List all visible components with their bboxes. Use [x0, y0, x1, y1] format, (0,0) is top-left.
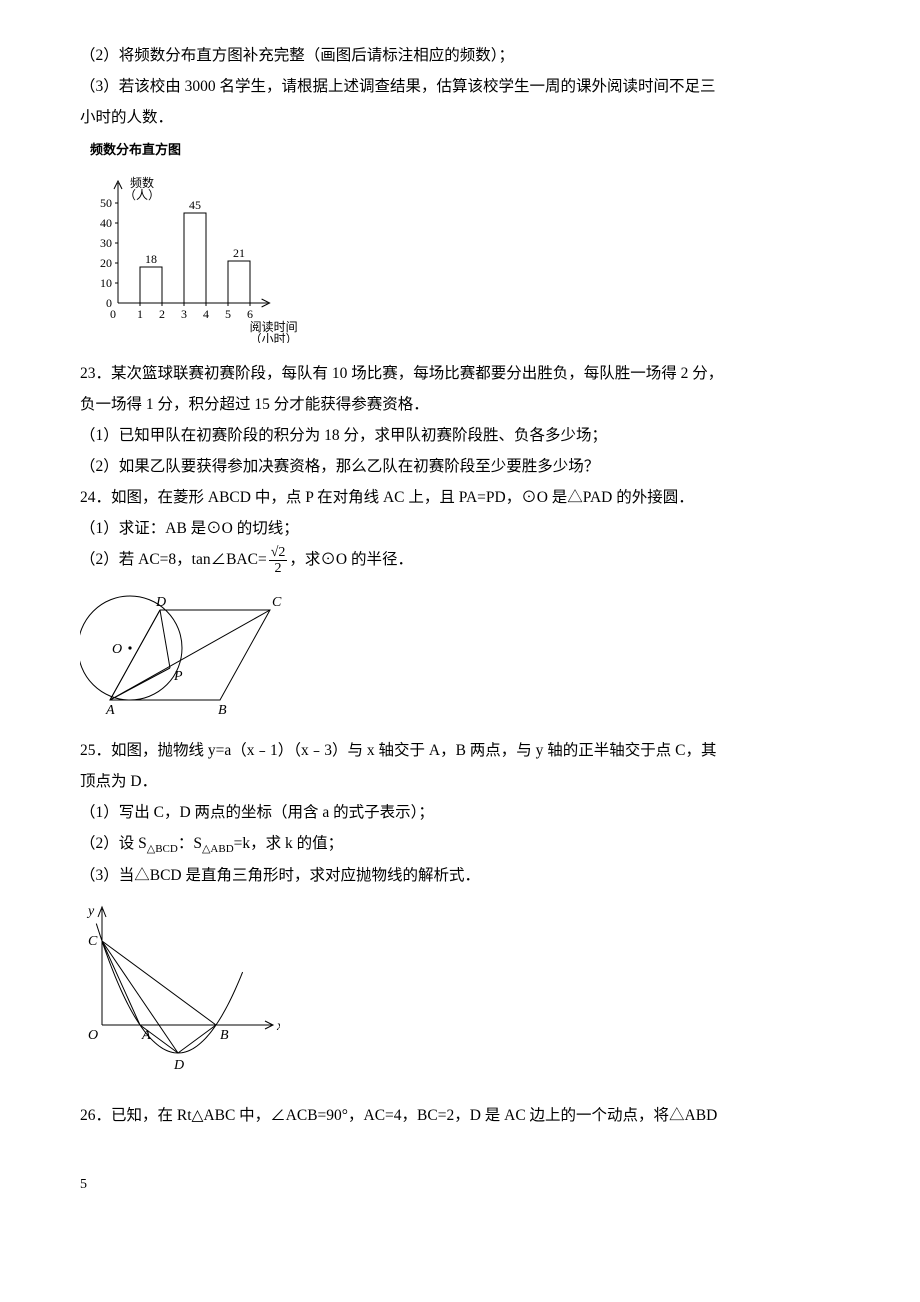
svg-text:0: 0 — [110, 307, 116, 321]
svg-text:C: C — [88, 934, 98, 949]
q24-part2: （2）若 AC=8，tan∠BAC=√22，求⊙O 的半径． — [80, 544, 840, 576]
q25-part2: （2）设 S△BCD：S△ABD=k，求 k 的值； — [80, 828, 840, 860]
q24-p2-a: （2）若 AC=8，tan∠BAC= — [80, 551, 267, 568]
svg-text:20: 20 — [100, 256, 112, 270]
q24-svg: A B C D P O — [80, 580, 290, 720]
q22-chart: 频数分布直方图 010203040501234560184521频数（人）阅读时… — [80, 137, 840, 354]
q25-sub1: △BCD — [147, 843, 178, 855]
q25-sub2: △ABD — [202, 843, 234, 855]
svg-text:4: 4 — [203, 307, 209, 321]
q22-part3-b: 小时的人数． — [80, 102, 840, 133]
svg-text:B: B — [218, 703, 227, 718]
svg-text:B: B — [220, 1028, 229, 1043]
svg-text:C: C — [272, 595, 282, 610]
svg-text:O: O — [112, 642, 122, 657]
svg-text:y: y — [86, 904, 95, 919]
q24-figure: A B C D P O — [80, 580, 840, 731]
q24-frac-den: 2 — [269, 561, 288, 576]
q22-part2: （2）将频数分布直方图补充完整（画图后请标注相应的频数）； — [80, 40, 840, 71]
svg-text:40: 40 — [100, 216, 112, 230]
q23-part2: （2）如果乙队要获得参加决赛资格，那么乙队在初赛阶段至少要胜多少场？ — [80, 451, 840, 482]
q25-part3: （3）当△BCD 是直角三角形时，求对应抛物线的解析式． — [80, 860, 840, 891]
q24-stem: 24．如图，在菱形 ABCD 中，点 P 在对角线 AC 上，且 PA=PD，⊙… — [80, 482, 840, 513]
histogram-svg: 010203040501234560184521频数（人）阅读时间（小时） — [80, 163, 300, 343]
svg-text:18: 18 — [145, 252, 157, 266]
q25-stem-2: 顶点为 D． — [80, 766, 840, 797]
q23-stem-1: 23．某次篮球联赛初赛阶段，每队有 10 场比赛，每场比赛都要分出胜负，每队胜一… — [80, 358, 840, 389]
q25-part1: （1）写出 C，D 两点的坐标（用含 a 的式子表示）； — [80, 797, 840, 828]
svg-text:21: 21 — [233, 246, 245, 260]
svg-text:D: D — [173, 1058, 184, 1073]
page-number: 5 — [80, 1171, 840, 1199]
q24-part1: （1）求证：AB 是⊙O 的切线； — [80, 513, 840, 544]
svg-text:P: P — [173, 669, 183, 684]
svg-text:x: x — [276, 1019, 280, 1034]
q26-stem: 26．已知，在 Rt△ABC 中，∠ACB=90°，AC=4，BC=2，D 是 … — [80, 1100, 840, 1131]
svg-text:D: D — [155, 595, 166, 610]
svg-text:6: 6 — [247, 307, 253, 321]
q24-fraction: √22 — [269, 545, 288, 577]
q25-p2-b: ：S — [178, 835, 202, 852]
q24-frac-num: √2 — [269, 545, 288, 561]
svg-text:2: 2 — [159, 307, 165, 321]
svg-text:A: A — [105, 703, 115, 718]
svg-text:1: 1 — [137, 307, 143, 321]
svg-text:5: 5 — [225, 307, 231, 321]
q22-part3-a: （3）若该校由 3000 名学生，请根据上述调查结果，估算该校学生一周的课外阅读… — [80, 71, 840, 102]
svg-text:（人）: （人） — [124, 188, 160, 202]
q23-part1: （1）已知甲队在初赛阶段的积分为 18 分，求甲队初赛阶段胜、负各多少场； — [80, 420, 840, 451]
q25-stem-1: 25．如图，抛物线 y=a（x﹣1）（x﹣3）与 x 轴交于 A，B 两点，与 … — [80, 735, 840, 766]
svg-text:50: 50 — [100, 196, 112, 210]
svg-text:30: 30 — [100, 236, 112, 250]
svg-text:（小时）: （小时） — [250, 332, 298, 343]
q23-stem-2: 负一场得 1 分，积分超过 15 分才能获得参赛资格． — [80, 389, 840, 420]
svg-text:A: A — [141, 1028, 151, 1043]
q25-p2-c: =k，求 k 的值； — [234, 835, 344, 852]
svg-text:45: 45 — [189, 198, 201, 212]
svg-text:3: 3 — [181, 307, 187, 321]
q25-svg: O A B C Dx y — [80, 895, 280, 1085]
q25-figure: O A B C Dx y — [80, 895, 840, 1096]
q25-p2-a: （2）设 S — [80, 835, 147, 852]
q24-p2-b: ，求⊙O 的半径． — [289, 551, 413, 568]
svg-text:10: 10 — [100, 276, 112, 290]
q22-chart-title: 频数分布直方图 — [90, 137, 840, 163]
svg-text:O: O — [88, 1028, 98, 1043]
